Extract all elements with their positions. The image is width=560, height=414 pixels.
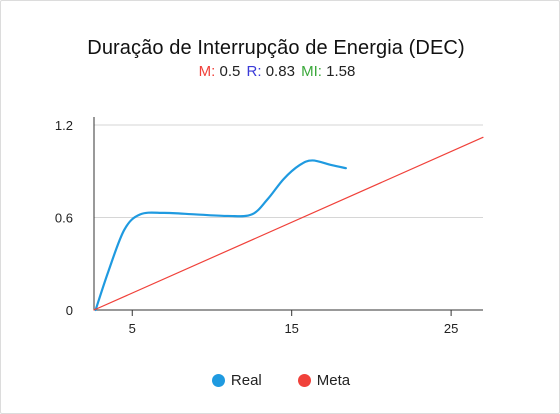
legend-marker-real: [211, 374, 225, 387]
legend-label-meta: Meta: [316, 372, 351, 389]
y-tick-label-2: 1.2: [55, 118, 73, 133]
x-tick-label-2: 25: [444, 321, 458, 336]
x-tick-label-0: 5: [129, 321, 136, 336]
subtitle-mi-value: 1.58: [326, 63, 356, 80]
legend-label-real: Real: [230, 372, 262, 389]
chart-subtitle: M: 0.5 R: 0.83 MI: 1.58: [1, 63, 551, 80]
legend-marker-meta: [297, 374, 311, 387]
subtitle-m-value: 0.5: [219, 63, 241, 80]
legend-item-real[interactable]: Real: [211, 372, 262, 389]
y-tick-label-0: 0: [66, 303, 73, 318]
series-line-real: [94, 159, 347, 312]
legend-item-meta[interactable]: Meta: [297, 372, 351, 389]
subtitle-r-key: R:: [246, 63, 262, 80]
series-line-meta: [93, 136, 484, 311]
subtitle-m-key: M:: [198, 63, 216, 80]
chart-title: Duração de Interrupção de Energia (DEC): [87, 37, 465, 59]
subtitle-mi-key: MI:: [301, 63, 322, 80]
y-tick-label-1: 0.6: [55, 211, 73, 226]
x-tick-label-1: 15: [284, 321, 298, 336]
subtitle-r-value: 0.83: [265, 63, 295, 80]
chart-legend: Real Meta: [1, 372, 560, 389]
